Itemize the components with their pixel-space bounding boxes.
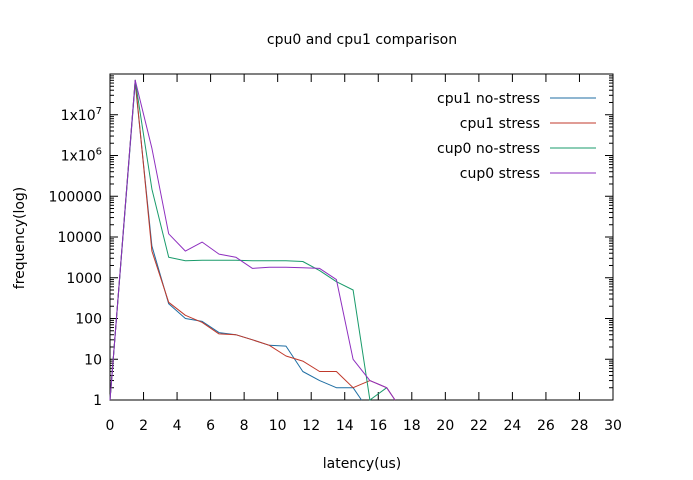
x-tick-label: 20 <box>436 418 454 434</box>
axes-ticks: 0 2 4 6 8 10 12 14 16 18 20 22 24 26 28 301101001000100… <box>49 74 622 434</box>
x-tick-label: 10 <box>269 418 287 434</box>
series-line-cup0-no-stress <box>109 79 387 401</box>
x-tick-label: 18 <box>403 418 421 434</box>
y-axis-label: frequency(log) <box>12 187 28 289</box>
x-tick-label: 30 <box>604 418 622 434</box>
series-line-cup0-stress <box>109 79 396 401</box>
x-tick-label: 8 <box>240 418 249 434</box>
y-tick-label: 10000 <box>57 230 102 246</box>
x-tick-label: 28 <box>571 418 589 434</box>
x-tick-label: 16 <box>369 418 387 434</box>
y-tick-label: 100000 <box>49 189 102 205</box>
x-tick-label: 0 <box>106 418 115 434</box>
legend-label: cpu1 no-stress <box>437 91 540 107</box>
y-tick-label: 1x106 <box>61 147 102 165</box>
series-line-cpu1-stress <box>109 79 396 401</box>
legend: cpu1 no-stress cpu1 stress cup0 no-stress c… <box>437 91 596 182</box>
y-tick-label: 1 <box>93 393 102 409</box>
x-tick-label: 24 <box>503 418 521 434</box>
legend-label: cpu1 stress <box>460 116 540 132</box>
series-lines <box>109 79 396 401</box>
x-tick-label: 2 <box>139 418 148 434</box>
legend-label: cup0 no-stress <box>437 141 540 157</box>
y-tick-label: 1x107 <box>61 106 102 124</box>
y-tick-label: 1000 <box>66 271 102 287</box>
x-axis-label: latency(us) <box>323 456 402 472</box>
x-tick-label: 6 <box>206 418 215 434</box>
y-tick-label: 100 <box>75 312 102 328</box>
chart-title: cpu0 and cpu1 comparison <box>267 32 457 48</box>
x-tick-label: 14 <box>336 418 354 434</box>
y-tick-label: 10 <box>84 352 102 368</box>
legend-label: cup0 stress <box>460 166 540 182</box>
x-tick-label: 26 <box>537 418 555 434</box>
x-tick-label: 12 <box>302 418 320 434</box>
x-tick-label: 4 <box>173 418 182 434</box>
x-tick-label: 22 <box>470 418 488 434</box>
